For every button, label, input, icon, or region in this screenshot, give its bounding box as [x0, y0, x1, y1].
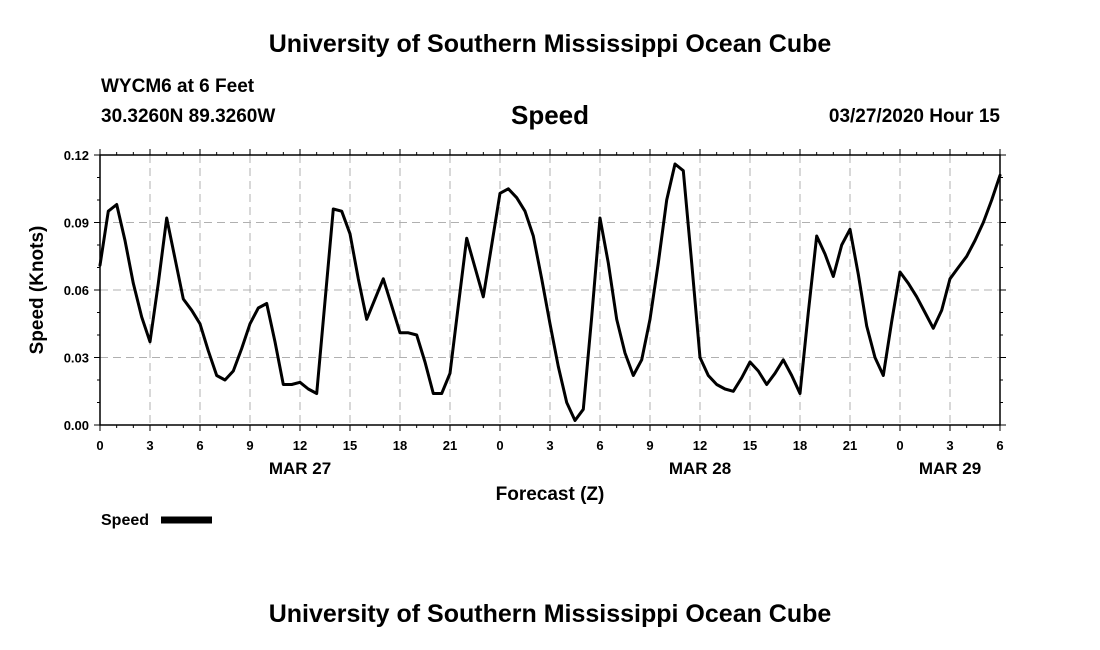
legend-label: Speed — [101, 512, 149, 529]
coordinates-label: 30.3260N 89.3260W — [101, 106, 276, 127]
date-label: MAR 28 — [669, 459, 731, 478]
date-label: MAR 29 — [919, 459, 981, 478]
date-labels: MAR 27 MAR 28 MAR 29 — [269, 459, 981, 478]
x-tick-label: 0 — [496, 438, 503, 453]
y-tick-label: 0.09 — [64, 216, 89, 231]
x-tick-label: 15 — [343, 438, 357, 453]
x-tick-label: 0 — [896, 438, 903, 453]
valid-time-label: 03/27/2020 Hour 15 — [828, 106, 1000, 127]
x-tick-label: 21 — [843, 438, 857, 453]
x-tick-label: 15 — [743, 438, 757, 453]
station-label: WYCM6 at 6 Feet — [101, 76, 255, 97]
x-tick-label: 9 — [246, 438, 253, 453]
x-tick-label: 18 — [393, 438, 407, 453]
series-layer — [98, 162, 1002, 422]
x-tick-label: 3 — [946, 438, 953, 453]
plot-frame — [99, 154, 1001, 426]
y-tick-labels: 0.00 0.03 0.06 0.09 0.12 — [64, 148, 89, 433]
y-tick-label: 0.12 — [64, 148, 89, 163]
y-axis-title: Speed (Knots) — [27, 226, 48, 355]
x-tick-label: 21 — [443, 438, 457, 453]
speed-series-line — [98, 162, 1002, 422]
footer-title: University of Southern Mississippi Ocean… — [268, 600, 832, 628]
x-tick-label: 3 — [546, 438, 553, 453]
page-title: University of Southern Mississippi Ocean… — [268, 30, 832, 58]
x-tick-label: 3 — [146, 438, 153, 453]
y-tick-label: 0.03 — [64, 351, 89, 366]
x-tick-labels: 0 3 6 9 12 15 18 21 0 3 6 9 12 15 18 21 0 3 6 — [96, 438, 1003, 453]
y-tick-label: 0.06 — [64, 283, 89, 298]
x-tick-label: 12 — [693, 438, 707, 453]
y-tick-label: 0.00 — [64, 418, 89, 433]
x-tick-label: 0 — [96, 438, 103, 453]
x-tick-label: 6 — [596, 438, 603, 453]
x-tick-label: 12 — [293, 438, 307, 453]
legend: Speed — [101, 512, 212, 529]
x-tick-label: 18 — [793, 438, 807, 453]
x-tick-label: 6 — [996, 438, 1003, 453]
grid-lines — [100, 155, 1000, 425]
date-label: MAR 27 — [269, 459, 331, 478]
chart-title: Speed — [510, 100, 590, 130]
x-axis-title: Forecast (Z) — [496, 484, 605, 505]
x-tick-label: 9 — [646, 438, 653, 453]
x-tick-label: 6 — [196, 438, 203, 453]
